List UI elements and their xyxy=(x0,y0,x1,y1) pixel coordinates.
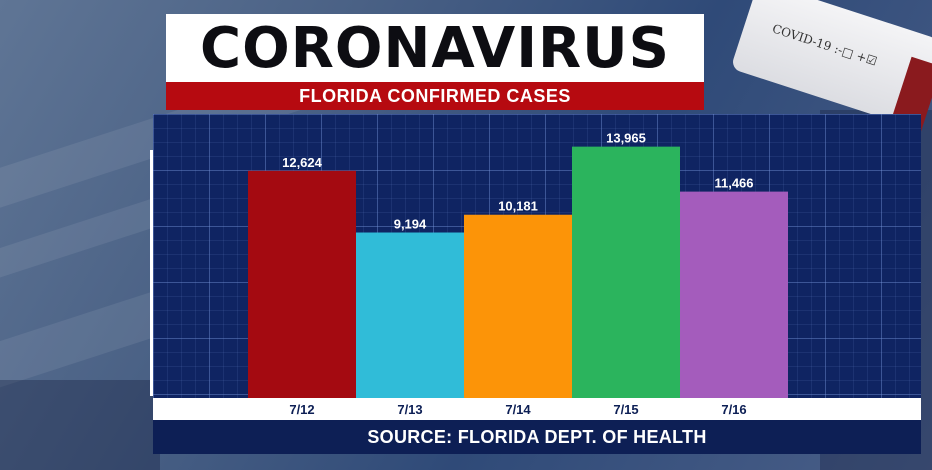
x-tick-label: 7/13 xyxy=(397,402,422,417)
source-text: SOURCE: FLORIDA DEPT. OF HEALTH xyxy=(367,426,707,447)
x-tick-label: 7/14 xyxy=(505,402,531,417)
bar-7-15 xyxy=(572,146,680,398)
bar-chart: 12,624 9,194 10,181 13,965 11,466 xyxy=(248,131,788,398)
background-shade xyxy=(0,380,160,470)
page-title: CORONAVIRUS xyxy=(200,16,670,81)
bar-7-16 xyxy=(680,191,788,398)
x-tick-label: 7/15 xyxy=(613,402,638,417)
left-accent-line xyxy=(150,150,153,396)
bar-value-label: 12,624 xyxy=(282,155,323,170)
x-tick-label: 7/12 xyxy=(289,402,314,417)
subtitle-banner: FLORIDA CONFIRMED CASES xyxy=(166,82,704,110)
bar-7-13 xyxy=(356,232,464,398)
bar-7-12 xyxy=(248,170,356,398)
chart-panel: 12,624 9,194 10,181 13,965 11,466 xyxy=(153,114,921,398)
title-banner: CORONAVIRUS xyxy=(166,14,704,84)
bar-value-label: 9,194 xyxy=(394,217,427,232)
bar-7-14 xyxy=(464,214,572,398)
bar-value-label: 11,466 xyxy=(714,176,753,191)
bar-value-label: 13,965 xyxy=(606,131,646,146)
chart-subtitle: FLORIDA CONFIRMED CASES xyxy=(299,85,571,106)
bar-value-label: 10,181 xyxy=(498,199,538,214)
x-axis-labels: 7/12 7/13 7/14 7/15 7/16 xyxy=(289,402,746,417)
x-tick-label: 7/16 xyxy=(721,402,746,417)
x-axis-strip: 7/12 7/13 7/14 7/15 7/16 xyxy=(153,398,921,420)
source-bar: SOURCE: FLORIDA DEPT. OF HEALTH xyxy=(153,420,921,454)
